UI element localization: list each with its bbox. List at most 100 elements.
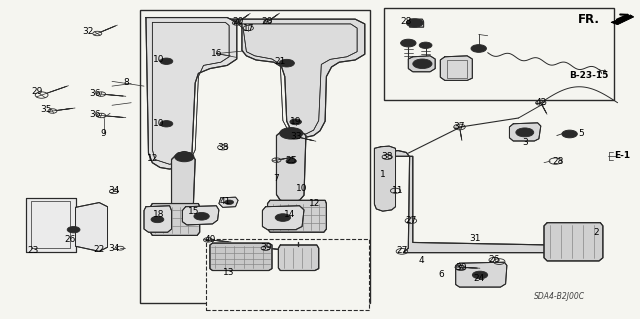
Polygon shape bbox=[230, 19, 365, 137]
Text: 26: 26 bbox=[488, 255, 500, 263]
Text: 6: 6 bbox=[439, 270, 444, 279]
Text: 38: 38 bbox=[217, 143, 228, 152]
Text: 28: 28 bbox=[552, 157, 564, 166]
Text: 34: 34 bbox=[108, 186, 120, 195]
Polygon shape bbox=[544, 223, 603, 261]
Circle shape bbox=[405, 41, 412, 45]
Polygon shape bbox=[262, 206, 304, 230]
Polygon shape bbox=[172, 152, 195, 214]
Bar bbox=[384, 8, 614, 100]
Text: 20: 20 bbox=[262, 17, 273, 26]
Text: 38: 38 bbox=[381, 152, 393, 161]
Polygon shape bbox=[76, 203, 108, 251]
Text: 40: 40 bbox=[204, 235, 216, 244]
Text: 26: 26 bbox=[65, 235, 76, 244]
Bar bbox=[206, 239, 369, 310]
Circle shape bbox=[225, 200, 234, 204]
Polygon shape bbox=[408, 56, 435, 72]
Text: 2: 2 bbox=[594, 228, 599, 237]
Circle shape bbox=[516, 128, 534, 137]
Polygon shape bbox=[456, 262, 507, 287]
Circle shape bbox=[194, 212, 209, 220]
Text: 18: 18 bbox=[153, 210, 164, 219]
Polygon shape bbox=[374, 146, 396, 211]
Text: FR.: FR. bbox=[579, 13, 600, 26]
Text: 11: 11 bbox=[392, 186, 404, 195]
Text: 24: 24 bbox=[473, 274, 484, 283]
Text: 21: 21 bbox=[275, 57, 286, 66]
Text: 8: 8 bbox=[124, 78, 129, 87]
Text: 15: 15 bbox=[188, 207, 199, 216]
Circle shape bbox=[419, 42, 432, 48]
Polygon shape bbox=[509, 123, 541, 141]
Polygon shape bbox=[150, 204, 200, 235]
Text: 16: 16 bbox=[211, 49, 222, 58]
Circle shape bbox=[406, 19, 423, 27]
Circle shape bbox=[290, 119, 301, 125]
Polygon shape bbox=[144, 206, 172, 232]
Text: 42: 42 bbox=[535, 98, 547, 107]
Text: 4: 4 bbox=[419, 256, 424, 265]
Text: 10: 10 bbox=[153, 119, 164, 128]
Text: 10: 10 bbox=[153, 56, 164, 64]
Polygon shape bbox=[26, 198, 76, 252]
Circle shape bbox=[286, 159, 296, 164]
Text: 39: 39 bbox=[260, 243, 271, 252]
Text: 14: 14 bbox=[284, 210, 295, 219]
Bar bbox=[140, 10, 370, 303]
Circle shape bbox=[472, 271, 488, 279]
Text: 35: 35 bbox=[40, 105, 52, 114]
Text: 17: 17 bbox=[243, 24, 254, 33]
Text: 27: 27 bbox=[405, 216, 417, 225]
Circle shape bbox=[160, 121, 173, 127]
Polygon shape bbox=[611, 15, 634, 25]
Text: 37: 37 bbox=[454, 122, 465, 131]
Bar bbox=[31, 201, 70, 248]
Circle shape bbox=[160, 58, 173, 64]
Circle shape bbox=[151, 216, 164, 223]
Circle shape bbox=[175, 152, 194, 162]
Polygon shape bbox=[146, 18, 237, 169]
Text: 28: 28 bbox=[401, 17, 412, 26]
Text: SDA4-B2J00C: SDA4-B2J00C bbox=[534, 292, 586, 301]
Polygon shape bbox=[278, 245, 319, 271]
Circle shape bbox=[562, 130, 577, 138]
Text: 10: 10 bbox=[296, 184, 308, 193]
Text: 29: 29 bbox=[31, 87, 43, 96]
Text: B-23-15: B-23-15 bbox=[568, 71, 608, 80]
Text: 25: 25 bbox=[285, 156, 297, 165]
Bar bbox=[447, 60, 467, 78]
Polygon shape bbox=[182, 206, 219, 225]
Text: 31: 31 bbox=[469, 234, 481, 243]
Text: 22: 22 bbox=[93, 245, 105, 254]
Text: 19: 19 bbox=[290, 117, 301, 126]
Polygon shape bbox=[210, 243, 272, 271]
Text: 9: 9 bbox=[101, 129, 106, 138]
Text: 36: 36 bbox=[89, 89, 100, 98]
Text: 36: 36 bbox=[89, 110, 100, 119]
Text: 41: 41 bbox=[220, 197, 231, 206]
Text: 30: 30 bbox=[455, 263, 467, 272]
Text: 12: 12 bbox=[147, 154, 158, 163]
Circle shape bbox=[70, 228, 77, 231]
Text: 3: 3 bbox=[522, 138, 527, 147]
Polygon shape bbox=[268, 200, 326, 232]
Text: 1: 1 bbox=[380, 170, 385, 179]
Text: E-1: E-1 bbox=[614, 151, 630, 160]
Circle shape bbox=[471, 45, 486, 52]
Text: 12: 12 bbox=[309, 199, 321, 208]
Text: 7: 7 bbox=[274, 174, 279, 182]
Text: 13: 13 bbox=[223, 268, 235, 277]
Text: 32: 32 bbox=[83, 27, 94, 36]
Circle shape bbox=[275, 214, 291, 221]
Polygon shape bbox=[410, 19, 424, 27]
Polygon shape bbox=[440, 56, 472, 80]
Text: 5: 5 bbox=[579, 129, 584, 138]
Polygon shape bbox=[383, 151, 552, 253]
Circle shape bbox=[180, 155, 188, 159]
Circle shape bbox=[279, 59, 294, 67]
Circle shape bbox=[67, 226, 80, 233]
Text: 20: 20 bbox=[232, 17, 244, 26]
Circle shape bbox=[401, 39, 416, 47]
Polygon shape bbox=[276, 128, 306, 202]
